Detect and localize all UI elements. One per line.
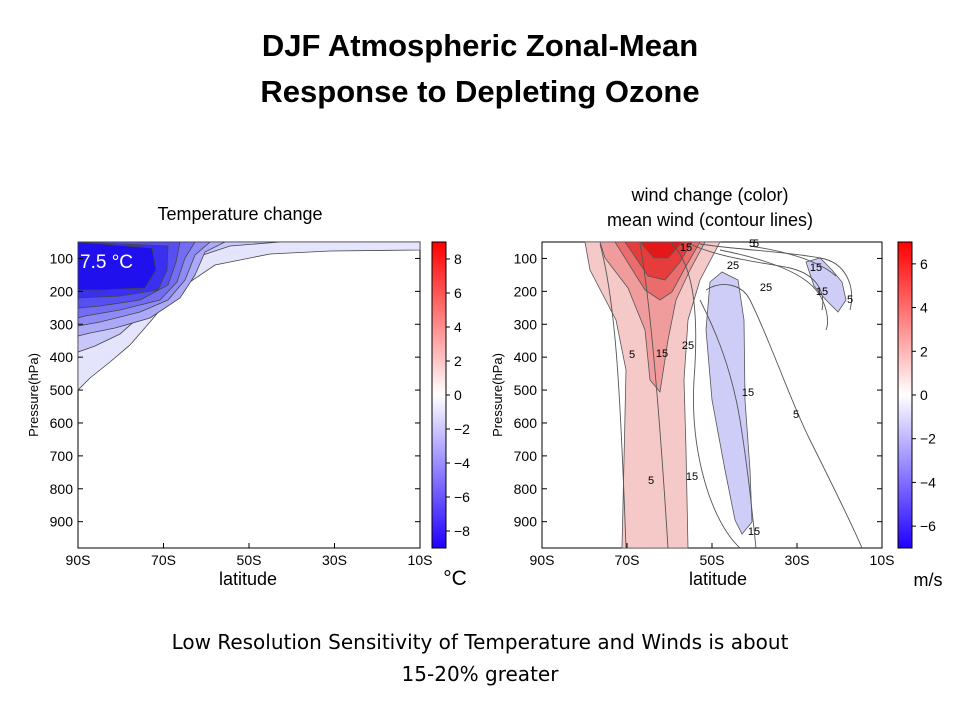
footer-line-1: Low Resolution Sensitivity of Temperatur… <box>171 630 789 654</box>
temperature-colorbar-ticks: 8 6 4 2 0 −2 −4 −6 −8 <box>446 251 470 539</box>
footer-line-2: 15-20% greater <box>401 662 559 686</box>
wind-ytick-label: 900 <box>514 514 538 530</box>
wind-xtick-label: 50S <box>700 552 725 568</box>
wind-contour-label: 25 <box>682 340 694 352</box>
wind-xtick-label: 70S <box>615 552 640 568</box>
wind-xtick-label: 90S <box>530 552 555 568</box>
temperature-ytick-label: 500 <box>50 382 74 398</box>
mean-wind-contours <box>599 243 863 549</box>
temperature-plot <box>77 241 421 549</box>
wind-cbar-label: 2 <box>920 343 928 359</box>
temperature-ytick-label: 600 <box>50 415 74 431</box>
temperature-ytick-label: 900 <box>50 514 74 530</box>
temperature-cbar-label: 0 <box>454 387 462 403</box>
temperature-ytick-label: 700 <box>50 448 74 464</box>
temperature-xtick-label: 50S <box>237 552 262 568</box>
temperature-cbar-label: 8 <box>454 251 462 267</box>
temperature-axes: 100 200 300 400 500 600 700 800 900 90S 70S 50S 30S 1… <box>26 250 432 568</box>
temperature-ytick-label: 200 <box>50 283 74 299</box>
wind-contour-label: 5 <box>753 238 759 250</box>
temperature-xtick-label: 30S <box>322 552 347 568</box>
temperature-xtick-label: 70S <box>151 552 176 568</box>
temperature-cbar-label: −2 <box>454 421 470 437</box>
temperature-ytick-label: 100 <box>50 250 74 266</box>
wind-contour-label: 15 <box>656 348 668 360</box>
wind-contour-label: 15 <box>680 242 692 254</box>
temperature-max-annotation: 7.5 °C <box>80 252 134 273</box>
wind-cbar-label: 0 <box>920 387 928 403</box>
title-line-1: DJF Atmospheric Zonal-Mean <box>261 28 699 63</box>
wind-colorbar <box>897 241 913 549</box>
temperature-cbar-label: −6 <box>454 489 470 505</box>
wind-cbar-label: −4 <box>920 474 936 490</box>
temperature-cbar-label: 4 <box>454 319 462 335</box>
wind-contour-label: 15 <box>686 471 698 483</box>
wind-ytick-label: 400 <box>514 349 538 365</box>
wind-contour-label: 5 <box>648 475 654 487</box>
right-xlabel: latitude <box>688 569 748 589</box>
wind-xtick-label: 10S <box>870 552 895 568</box>
temperature-contours <box>77 241 421 391</box>
wind-cbar-label: −2 <box>920 431 936 447</box>
right-chart-subtitle: mean wind (contour lines) <box>606 210 814 230</box>
wind-contour-label: 5 <box>749 238 755 250</box>
right-colorbar-unit: m/s <box>913 570 943 590</box>
title-line-2: Response to Depleting Ozone <box>260 74 700 109</box>
right-chart-title: wind change (color) <box>631 185 789 205</box>
wind-cbar-label: −6 <box>920 518 936 534</box>
temperature-cbar-label: −8 <box>454 523 470 539</box>
wind-xtick-label: 30S <box>785 552 810 568</box>
wind-colorbar-ticks: 6 4 2 0 −2 −4 −6 <box>912 256 936 534</box>
wind-contour-label: 15 <box>748 526 760 538</box>
wind-ytick-label: 700 <box>514 448 538 464</box>
temperature-cbar-label: 2 <box>454 353 462 369</box>
wind-contour-label: 15 <box>816 286 828 298</box>
wind-ytick-label: 200 <box>514 283 538 299</box>
wind-cbar-label: 4 <box>920 300 928 316</box>
wind-contour-label: 5 <box>847 294 853 306</box>
temperature-ytick-label: 300 <box>50 316 74 332</box>
wind-contour-label: 25 <box>727 260 739 272</box>
wind-contour-label: 15 <box>810 262 822 274</box>
temperature-ytick-label: 800 <box>50 481 74 497</box>
left-chart-title: Temperature change <box>157 204 323 224</box>
wind-ytick-label: 600 <box>514 415 538 431</box>
temperature-xtick-label: 90S <box>66 552 91 568</box>
wind-ytick-label: 800 <box>514 481 538 497</box>
wind-ytick-label: 300 <box>514 316 538 332</box>
wind-axes: 100 200 300 400 500 600 700 800 900 90S 70S 50S 30S 1… <box>490 250 894 568</box>
temperature-colorbar <box>431 241 447 549</box>
wind-ytick-label: 500 <box>514 382 538 398</box>
wind-contour-label: 25 <box>760 282 772 294</box>
wind-contour-label: 5 <box>629 349 635 361</box>
temperature-cbar-label: −4 <box>454 455 470 471</box>
wind-cbar-label: 6 <box>920 256 928 272</box>
temperature-cbar-label: 6 <box>454 285 462 301</box>
left-colorbar-unit: °C <box>443 567 467 590</box>
wind-contour-label: 5 <box>793 409 799 421</box>
temperature-ytick-label: 400 <box>50 349 74 365</box>
temperature-ylabel: Pressure(hPa) <box>26 353 41 437</box>
wind-ytick-label: 100 <box>514 250 538 266</box>
wind-contour-label: 15 <box>742 387 754 399</box>
wind-ylabel: Pressure(hPa) <box>490 353 505 437</box>
left-xlabel: latitude <box>218 569 278 589</box>
temperature-xtick-label: 10S <box>408 552 433 568</box>
